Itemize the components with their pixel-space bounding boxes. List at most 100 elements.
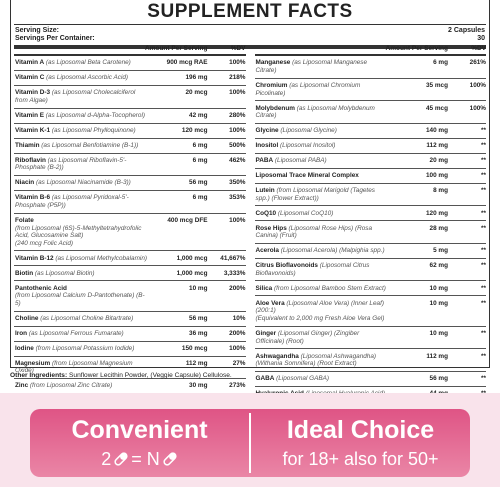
nutrient: Vitamin D-3 (as Liposomal Cholecalcifero… — [15, 89, 148, 104]
amount: 35 mcg — [425, 81, 448, 89]
nutrient-row: Iodine (from Liposomal Potassium Iodide)… — [14, 342, 246, 357]
amount: 1,000 mcg — [176, 269, 208, 277]
nutrient: Biotin (as Liposomal Biotin) — [15, 270, 148, 278]
nutrient: Citrus Bioflavonoids (Liposomal Citrus B… — [256, 262, 389, 277]
pill-icon — [163, 452, 177, 466]
banner-card: Convenient 2 = N Ideal Choice for 18+ al… — [30, 409, 470, 477]
nutrient-source: (from Liposomal Calcium D-Pantothenate) … — [15, 292, 145, 307]
nutrient: Liposomal Trace Mineral Complex — [256, 172, 389, 180]
nutrient: Molybdenum (as Liposomal Molybdenum Citr… — [256, 105, 389, 120]
daily-value: ** — [481, 262, 486, 270]
nutrient: Riboflavin (as Liposomal Riboflavin-5'-P… — [15, 157, 148, 172]
amount: 56 mg — [429, 375, 448, 383]
banner-title: Convenient — [71, 416, 208, 444]
nutrient-row: Chromium (as Liposomal Chromium Picolina… — [254, 79, 486, 102]
nutrient: CoQ10 (Liposomal CoQ10) — [256, 210, 389, 218]
nutrient-row: Ginger (Liposomal Ginger) (Zingiber Offi… — [254, 327, 486, 350]
daily-value: 280% — [229, 111, 246, 119]
nutrient: Acerola (Liposomal Acerola) (Malpighia s… — [256, 247, 389, 255]
daily-value: 100% — [469, 104, 486, 112]
nutrient: Vitamin C (as Liposomal Ascorbic Acid) — [15, 74, 148, 82]
nutrient-source: (as Liposomal Niacinamide (B-3)) — [35, 179, 131, 187]
amount: 20 mcg — [185, 89, 208, 97]
convenient-panel: Convenient 2 = N — [30, 409, 249, 477]
nutrient-source: (as Liposomal d-Alpha-Tocopherol) — [45, 111, 146, 119]
left-column: Amount Per Serving %DV Vitamin A (as Lipos… — [14, 44, 246, 417]
nutrient-source: (as Liposomal Chromium Picolinate) — [255, 81, 361, 97]
nutrient-name: Ginger — [255, 329, 277, 337]
nutrient: GABA (Liposomal GABA) — [256, 375, 389, 383]
amount: 10 mg — [429, 284, 448, 292]
nutrient-row: CoQ10 (Liposomal CoQ10) 120 mg ** — [254, 206, 486, 222]
daily-value: ** — [481, 247, 486, 255]
amount: 28 mg — [429, 224, 448, 232]
amount: 36 mg — [189, 329, 208, 337]
daily-value: ** — [481, 172, 486, 180]
amount: 400 mcg DFE — [167, 217, 208, 225]
nutrient-row: Vitamin C (as Liposomal Ascorbic Acid) 19… — [14, 71, 246, 86]
nutrient-row: Niacin (as Liposomal Niacinamide (B-3)) 5… — [14, 176, 246, 192]
amount: 140 mg — [425, 127, 448, 135]
nutrient: Inositol (Liposomal Inositol) — [256, 142, 389, 150]
nutrient-name: Pantothenic Acid — [15, 284, 67, 292]
nutrient-name: PABA — [255, 157, 274, 165]
nutrient: Vitamin A (as Liposomal Beta Carotene) — [15, 59, 148, 67]
daily-value: 261% — [469, 59, 486, 67]
nutrient-name: Aloe Vera — [255, 299, 285, 307]
amount: 45 mcg — [425, 104, 448, 112]
pill-icon — [114, 452, 128, 466]
nutrient-row: GABA (Liposomal GABA) 56 mg ** — [254, 372, 486, 387]
daily-value: ** — [481, 157, 486, 165]
servings-label: Servings Per Container: — [15, 35, 95, 42]
daily-value: ** — [481, 224, 486, 232]
nutrient-source: (as Liposomal Cholecalciferol from Algae… — [15, 89, 136, 104]
nutrient: Thiamin (as Liposomal Benfotiamine (B-1)… — [15, 142, 148, 150]
rule — [14, 45, 486, 49]
nutrient-row: Citrus Bioflavonoids (Liposomal Citrus B… — [254, 259, 486, 282]
nutrient-source: (Liposomal Citrus Bioflavonoids) — [255, 262, 370, 277]
serving-size: Serving Size: 2 Capsules — [11, 27, 489, 35]
nutrient-row: Folate (from Liposomal (6S)-5-Methyltetra… — [14, 214, 246, 252]
nutrient-name: Zinc — [15, 382, 29, 390]
nutrient: Magnesium (from Liposomal Magnesium Oxid… — [15, 360, 148, 375]
dv-header: %DV — [230, 45, 246, 52]
other-ingredients: Other Ingredients: Sunflower Lecithin Po… — [10, 371, 232, 380]
nutrient: Iron (as Liposomal Ferrous Fumarate) — [15, 330, 148, 338]
dv-header: %DV — [471, 45, 486, 52]
nutrient-name: GABA — [255, 375, 275, 383]
nutrient-name: Glycine — [255, 127, 279, 135]
daily-value: 41,667% — [220, 254, 246, 262]
amount-header: Amount Per Serving — [385, 45, 448, 52]
nutrient: Niacin (as Liposomal Niacinamide (B-3)) — [15, 179, 148, 187]
nutrient-source: (Equivalent to 2,000 mg Fresh Aloe Vera … — [255, 314, 385, 322]
nutrient: Rose Hips (Liposomal Rose Hips) (Rosa Ca… — [256, 225, 389, 240]
nutrient-row: Liposomal Trace Mineral Complex 100 mg ** — [254, 169, 486, 184]
daily-value: 500% — [229, 141, 246, 149]
amount: 30 mg — [189, 382, 208, 390]
nutrient-name: Lutein — [255, 187, 275, 195]
nutrient: Ashwagandha (Liposomal Ashwagandha) (With… — [256, 353, 389, 368]
amount: 8 mg — [433, 187, 448, 195]
nutrient-row: Choline (as Liposomal Choline Bitartrate… — [14, 312, 246, 327]
nutrient-source: (240 mcg Folic Acid) — [15, 239, 74, 247]
nutrient-source: (Liposomal GABA) — [276, 375, 330, 383]
nutrient: Ginger (Liposomal Ginger) (Zingiber Offi… — [256, 330, 389, 345]
nutrient: Vitamin B-6 (as Liposomal Pyridoxal-5'-P… — [15, 194, 148, 209]
nutrient-row: Aloe Vera (Liposomal Aloe Vera) (Inner L… — [254, 296, 486, 327]
nutrient: Glycine (Liposomal Glycine) — [256, 127, 389, 135]
amount: 10 mg — [429, 329, 448, 337]
nutrient-source: (as Liposomal Molybdenum Citrate) — [255, 104, 375, 120]
nutrient-source: (Liposomal Aloe Vera) (Inner Leaf) (200:… — [255, 299, 385, 315]
nutrient-name: Riboflavin — [15, 156, 46, 164]
divider — [249, 413, 251, 473]
nutrient-row: Lutein (from Liposomal Marigold (Tagetes… — [254, 184, 486, 207]
nutrient: PABA (Liposomal PABA) — [256, 157, 389, 165]
nutrient-name: Vitamin E — [15, 111, 45, 119]
nutrient-source: (as Liposomal Biotin) — [34, 269, 95, 277]
columns: Amount Per Serving %DV Vitamin A (as Lipos… — [14, 44, 486, 417]
nutrient-name: Thiamin — [15, 141, 40, 149]
daily-value: ** — [481, 299, 486, 307]
daily-value: 100% — [229, 89, 246, 97]
nutrient-source: (from Liposomal (6S)-5-Methyltetrahydrof… — [15, 224, 142, 240]
